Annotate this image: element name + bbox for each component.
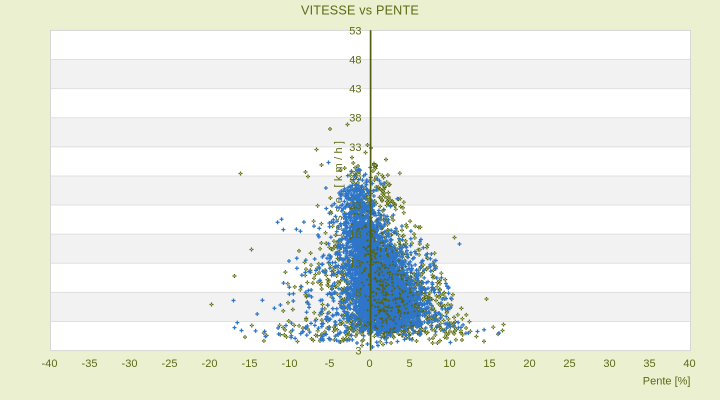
svg-text:10: 10 xyxy=(443,358,455,370)
svg-text:-15: -15 xyxy=(242,358,258,370)
svg-text:Pente [%]: Pente [%] xyxy=(643,376,691,388)
svg-text:-10: -10 xyxy=(282,358,298,370)
svg-text:28: 28 xyxy=(349,171,361,183)
svg-text:35: 35 xyxy=(643,358,655,370)
svg-text:8: 8 xyxy=(355,287,361,299)
svg-text:VITESSE vs PENTE: VITESSE vs PENTE xyxy=(301,4,419,18)
svg-text:-35: -35 xyxy=(82,358,98,370)
svg-text:38: 38 xyxy=(349,113,361,125)
svg-text:-25: -25 xyxy=(162,358,178,370)
svg-text:-20: -20 xyxy=(202,358,218,370)
svg-text:5: 5 xyxy=(406,358,412,370)
svg-text:15: 15 xyxy=(483,358,495,370)
svg-text:40: 40 xyxy=(683,358,695,370)
svg-text:0: 0 xyxy=(366,358,372,370)
svg-text:20: 20 xyxy=(523,358,535,370)
svg-text:30: 30 xyxy=(603,358,615,370)
svg-text:23: 23 xyxy=(349,200,361,212)
svg-text:-5: -5 xyxy=(325,358,335,370)
svg-text:48: 48 xyxy=(349,55,361,67)
svg-text:33: 33 xyxy=(349,142,361,154)
svg-text:3: 3 xyxy=(355,346,361,358)
svg-text:18: 18 xyxy=(349,229,361,241)
svg-text:-30: -30 xyxy=(122,358,138,370)
svg-text:53: 53 xyxy=(349,25,361,37)
svg-text:43: 43 xyxy=(349,84,361,96)
svg-text:-40: -40 xyxy=(42,358,58,370)
svg-text:3: 3 xyxy=(355,317,361,329)
svg-text:13: 13 xyxy=(349,258,361,270)
svg-text:25: 25 xyxy=(563,358,575,370)
